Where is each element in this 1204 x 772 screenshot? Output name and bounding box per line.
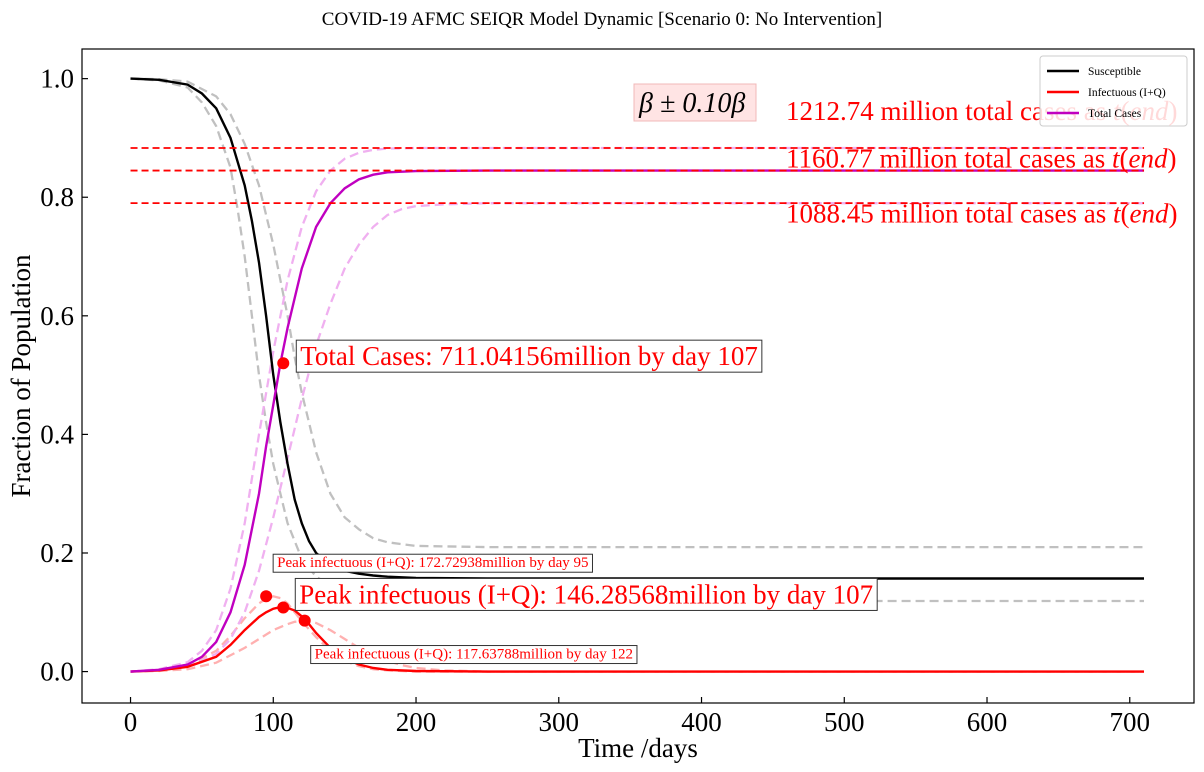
beta-label-symbol: β [730,88,745,119]
annotation-box-3 [310,645,638,665]
annotation-label-2: Peak infectuous (I+Q): 172.72938million … [277,555,588,571]
annotation-label-3: Peak infectuous (I+Q): 117.63788million … [315,647,633,663]
y-tick-label: 0.2 [40,538,74,568]
y-axis-ticks: 0.0 0.2 0.4 0.6 0.8 1.0 [40,64,88,687]
total-cases-hline-label-1: 1160.77 million total cases as t(end) [786,144,1176,174]
annotation-0: Total Cases: 711.04156million by day 107 [295,339,763,373]
series-total-cases-line [130,169,1144,673]
x-tick-label: 700 [1110,707,1151,737]
beta-label-prefix: β ± 0.10 [638,88,731,119]
x-axis-label: Time /days [578,733,698,763]
total-cases-hline-label-2: 1088.45 million total cases as t(end) [786,199,1177,229]
series-layer [130,77,1144,673]
y-tick-label: 0.8 [40,182,74,212]
x-axis-ticks: 0 100 200 300 400 500 600 700 [124,697,1150,737]
annotation-3: Peak infectuous (I+Q): 117.63788million … [310,645,638,665]
beta-label-box: β ± 0.10β [633,83,757,122]
annotation-2: Peak infectuous (I+Q): 172.72938million … [272,553,593,573]
y-tick-label: 0.4 [40,419,74,449]
x-tick-label: 300 [539,707,580,737]
x-tick-label: 0 [124,707,138,737]
series-variant-4-line [130,77,1144,549]
y-tick-label: 0.0 [40,657,74,687]
annotation-box-0 [295,339,763,373]
x-tick-label: 500 [824,707,865,737]
legend-label: Susceptible [1088,66,1141,78]
annotation-marker-0 [277,357,290,370]
series-variant-3-line [130,77,1144,603]
legend: Susceptible Infectuous (I+Q) Total Cases [1039,55,1188,127]
y-tick-label: 1.0 [40,64,74,94]
x-tick-label: 400 [681,707,722,737]
annotation-1: Peak infectuous (I+Q): 146.28568million … [294,577,878,611]
x-tick-label: 100 [253,707,294,737]
chart-title: COVID-19 AFMC SEIQR Model Dynamic [Scena… [322,9,882,30]
legend-frame [1039,55,1188,127]
annotation-marker-2 [260,590,273,603]
y-tick-label: 0.6 [40,301,74,331]
series-infectuous-i-q--line [130,605,1144,673]
annotation-box-1 [294,577,878,611]
annotation-label-1: Peak infectuous (I+Q): 146.28568million … [299,579,873,609]
series-variant-8-line [130,202,1144,673]
series-variant-7-line [130,146,1144,673]
y-axis-label: Fraction of Population [6,254,36,497]
legend-label: Total Cases [1088,108,1142,120]
x-tick-label: 600 [967,707,1008,737]
marker-layer: Total Cases: 711.04156million by day 107… [260,339,878,665]
plot-frame [81,48,1195,704]
x-tick-label: 200 [396,707,437,737]
legend-label: Infectuous (I+Q) [1088,87,1166,99]
annotation-box-2 [272,553,593,573]
annotation-marker-3 [298,614,311,627]
annotation-marker-1 [277,601,290,614]
svg-text:β ± 0.10β: β ± 0.10β [638,88,745,119]
annotation-label-0: Total Cases: 711.04156million by day 107 [300,341,758,371]
